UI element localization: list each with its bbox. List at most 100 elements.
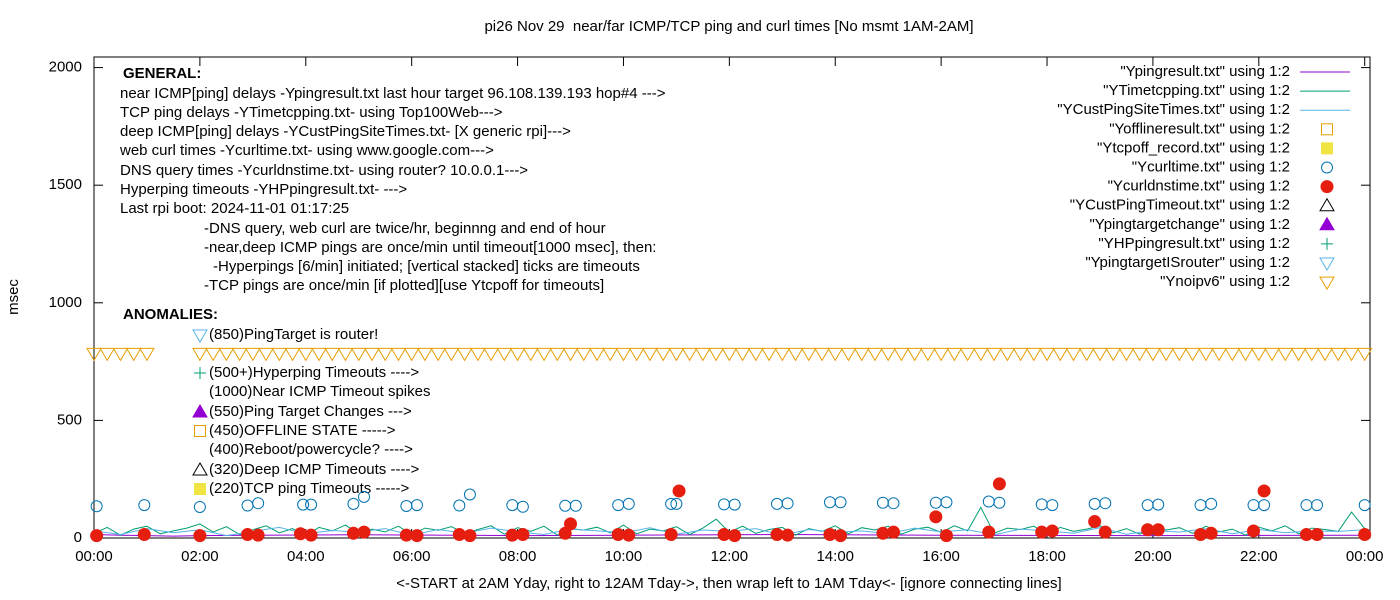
data-point <box>1046 499 1059 512</box>
data-point <box>337 347 354 362</box>
data-point <box>417 347 433 362</box>
data-point <box>357 525 371 539</box>
data-point <box>655 347 672 362</box>
data-point <box>410 499 423 512</box>
legend-swatch <box>1319 257 1335 271</box>
data-point <box>193 500 206 513</box>
data-point <box>893 347 910 362</box>
data-point <box>1118 347 1135 362</box>
data-point <box>469 347 486 362</box>
data-point <box>1145 347 1161 362</box>
annotation-icon <box>194 367 206 379</box>
data-point <box>929 510 943 524</box>
data-point <box>1247 524 1261 538</box>
annotation: ANOMALIES: <box>123 306 218 323</box>
x-tick-label: 02:00 <box>181 548 219 565</box>
data-point <box>929 496 942 509</box>
data-point <box>1197 347 1214 362</box>
data-point <box>1131 347 1148 362</box>
data-point <box>304 528 318 542</box>
data-point <box>718 498 731 511</box>
legend-swatch <box>1321 123 1333 136</box>
data-point <box>1211 347 1227 362</box>
data-point <box>1310 527 1324 541</box>
data-point <box>443 347 460 362</box>
data-point <box>1358 499 1371 512</box>
data-point <box>244 347 261 362</box>
data-point <box>347 497 360 510</box>
data-point <box>999 347 1016 362</box>
legend-label: "YCustPingTimeout.txt" using 1:2 <box>1070 197 1290 214</box>
data-point <box>886 525 900 539</box>
data-point <box>1151 523 1165 537</box>
data-point <box>668 347 685 362</box>
annotation: -near,deep ICMP pings are once/min until… <box>204 239 656 256</box>
data-point <box>1204 526 1218 540</box>
y-axis-label: msec <box>5 279 22 315</box>
annotation: (450)OFFLINE STATE -----> <box>209 422 396 439</box>
data-point <box>86 347 102 362</box>
data-point <box>496 347 513 362</box>
legend-label: "YCustPingSiteTimes.txt" using 1:2 <box>1057 101 1290 118</box>
data-point <box>463 529 477 543</box>
data-point <box>241 499 254 512</box>
data-point <box>940 496 953 509</box>
data-point <box>350 347 367 362</box>
annotation: (1000)Near ICMP Timeout spikes <box>209 383 430 400</box>
data-point <box>453 499 466 512</box>
data-point <box>251 528 265 542</box>
data-point <box>982 525 996 539</box>
data-point <box>1290 347 1307 362</box>
x-tick-label: 16:00 <box>922 548 960 565</box>
data-point <box>293 527 307 541</box>
x-tick-label: 10:00 <box>605 548 643 565</box>
data-point <box>1264 347 1280 362</box>
data-point <box>982 495 995 508</box>
y-tick-label: 0 <box>74 529 82 546</box>
data-point <box>90 500 103 513</box>
data-point <box>887 497 900 510</box>
data-point <box>695 347 711 362</box>
data-point <box>787 347 804 362</box>
data-point <box>430 347 447 362</box>
data-point <box>569 499 582 512</box>
annotation: -TCP pings are once/min [if plotted][use… <box>204 277 604 294</box>
x-tick-label: 14:00 <box>816 548 854 565</box>
data-point <box>410 529 424 543</box>
data-point <box>1078 347 1095 362</box>
y-tick-label: 1500 <box>49 176 82 193</box>
x-tick-label: 08:00 <box>499 548 537 565</box>
data-point <box>665 497 678 510</box>
x-tick-label: 22:00 <box>1240 548 1278 565</box>
data-point <box>564 517 578 531</box>
data-point <box>771 497 784 510</box>
data-point <box>1194 499 1207 512</box>
data-point <box>840 347 857 362</box>
data-point <box>1152 498 1165 511</box>
data-point <box>311 347 327 362</box>
data-point <box>781 497 794 510</box>
annotation-icon <box>192 329 208 343</box>
annotation: (320)Deep ICMP Timeouts ----> <box>209 461 419 478</box>
legend-label: "Ytcpoff_record.txt" using 1:2 <box>1097 139 1290 156</box>
data-point <box>589 347 605 362</box>
data-point <box>1065 347 1082 362</box>
data-point <box>483 347 499 362</box>
annotation-icon <box>194 483 206 495</box>
data-point <box>1343 347 1360 362</box>
data-point <box>522 347 539 362</box>
annotation: -DNS query, web curl are twice/hr, begin… <box>204 220 606 237</box>
data-point <box>615 347 632 362</box>
data-point <box>1303 347 1320 362</box>
data-point <box>358 490 371 503</box>
data-point <box>939 529 953 543</box>
data-point <box>1184 347 1201 362</box>
data-point <box>728 498 741 511</box>
data-point <box>1317 347 1333 362</box>
data-point <box>297 498 310 511</box>
data-point <box>364 347 380 362</box>
x-tick-label: 12:00 <box>711 548 749 565</box>
annotation: web curl times -Ycurltime.txt- using www… <box>119 142 494 159</box>
data-point <box>138 499 151 512</box>
annotation: TCP ping delays -YTimetcpping.txt- using… <box>120 104 503 121</box>
